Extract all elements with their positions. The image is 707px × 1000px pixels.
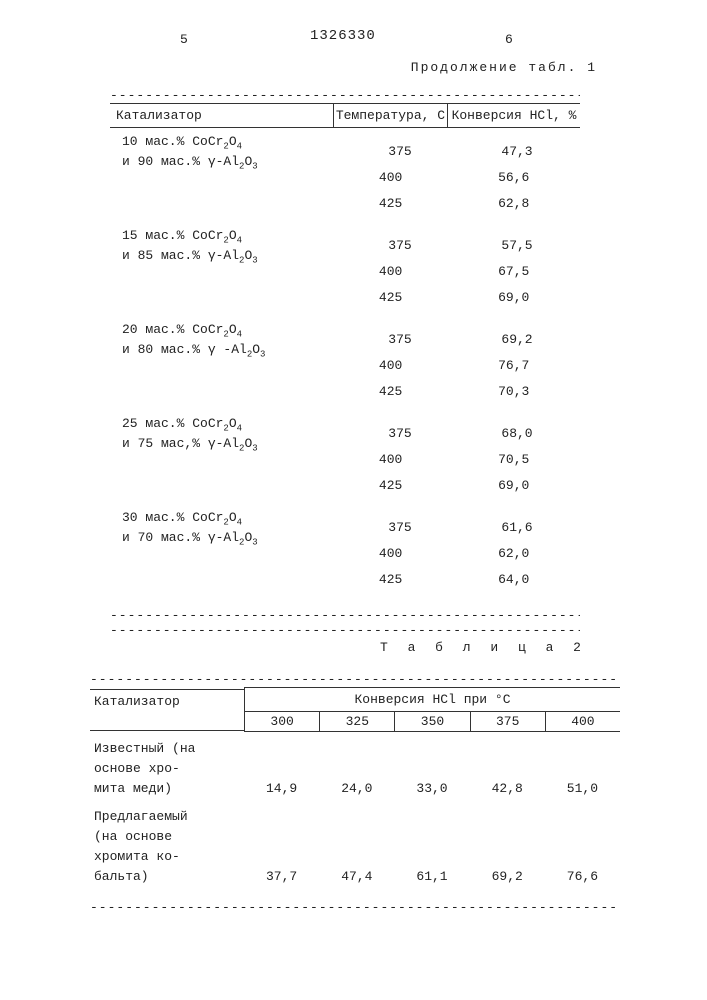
table2-temp-header: 300: [244, 711, 319, 732]
conversion-cell: 64,0: [447, 572, 580, 587]
catalyst-label: мита меди): [90, 781, 244, 796]
catalyst-label: (на основе: [90, 829, 244, 844]
table1-header-row: Катализатор Температура, С Конверсия HCl…: [110, 103, 580, 128]
conversion-cell: 76,7: [447, 358, 580, 373]
conversion-cell: 70,5: [447, 452, 580, 467]
table1-group: 20 мас.% CoCr2O4и 80 мас.% γ -Al2O337569…: [110, 326, 580, 404]
temperature-cell: 425: [334, 384, 448, 399]
temperature-cell: 400: [334, 452, 448, 467]
conversion-cell: 61,1: [394, 869, 469, 884]
temperature-cell: 375: [346, 238, 454, 253]
table-row: Предлагаемый: [90, 806, 620, 826]
catalyst-label: 15 мас.% CoCr2O4и 85 мас.% γ-Al2O3: [116, 228, 352, 265]
table1-header-temperature: Температура, С: [333, 103, 447, 128]
table2-header-catalyst: Катализатор: [90, 689, 244, 709]
conversion-cell: 69,0: [447, 290, 580, 305]
catalyst-label: Предлагаемый: [90, 809, 244, 824]
conversion-cell: 42,8: [470, 781, 545, 796]
conversion-cell: 69,2: [470, 869, 545, 884]
table2-header-row-2: 300325350375400: [90, 711, 620, 732]
conversion-cell: 37,7: [244, 869, 319, 884]
table-row: 25 мас.% CoCr2O4и 75 мас,% γ-Al2O337568,…: [110, 420, 580, 446]
conversion-cell: 70,3: [447, 384, 580, 399]
conversion-cell: 67,5: [447, 264, 580, 279]
conversion-cell: 56,6: [447, 170, 580, 185]
table2-caption: Т а б л и ц а 2: [380, 640, 587, 655]
table-row: 42569,0: [110, 472, 580, 498]
temperature-cell: 425: [334, 478, 448, 493]
temperature-cell: 375: [346, 426, 454, 441]
catalyst-label: 25 мас.% CoCr2O4и 75 мас,% γ-Al2O3: [116, 416, 352, 453]
catalyst-label: хромита ко-: [90, 849, 244, 864]
temperature-cell: 425: [334, 572, 448, 587]
table-row: 15 мас.% CoCr2O4и 85 мас.% γ-Al2O337557,…: [110, 232, 580, 258]
table2-header-row-1: Катализатор Конверсия HCl при °С: [90, 687, 620, 711]
table1-top-dash: ----------------------------------------…: [110, 88, 580, 103]
table-row: 42562,8: [110, 190, 580, 216]
temperature-cell: 400: [334, 264, 448, 279]
table-row: 42569,0: [110, 284, 580, 310]
table-1: ----------------------------------------…: [110, 88, 580, 638]
conversion-cell: 57,5: [454, 238, 580, 253]
catalyst-label: 30 мас.% CoCr2O4и 70 мас.% γ-Al2O3: [116, 510, 352, 547]
temperature-cell: 375: [346, 332, 454, 347]
page-number-left: 5: [180, 32, 188, 47]
conversion-cell: 68,0: [454, 426, 580, 441]
table-row: 42570,3: [110, 378, 580, 404]
table2-temp-header: 375: [470, 711, 545, 732]
conversion-cell: 33,0: [394, 781, 469, 796]
conversion-cell: 47,4: [319, 869, 394, 884]
temperature-cell: 375: [346, 144, 454, 159]
catalyst-label: Известный (на: [90, 741, 244, 756]
catalyst-label: 20 мас.% CoCr2O4и 80 мас.% γ -Al2O3: [116, 322, 352, 359]
catalyst-label: бальта): [90, 869, 244, 884]
table-row: основе хро-: [90, 758, 620, 778]
document-number: 1326330: [310, 28, 376, 44]
conversion-cell: 47,3: [454, 144, 580, 159]
table1-group: 10 мас.% CoCr2O4и 90 мас.% γ-Al2O337547,…: [110, 138, 580, 216]
table1-header-conversion: Конверсия HCl, %: [447, 103, 580, 128]
temperature-cell: 375: [346, 520, 454, 535]
conversion-cell: 14,9: [244, 781, 319, 796]
table-2: ----------------------------------------…: [90, 672, 620, 915]
table2-temp-header: 350: [394, 711, 469, 732]
conversion-cell: 24,0: [319, 781, 394, 796]
temperature-cell: 400: [334, 546, 448, 561]
temperature-cell: 400: [334, 170, 448, 185]
conversion-cell: 51,0: [545, 781, 620, 796]
table-row: мита меди)14,924,033,042,851,0: [90, 778, 620, 798]
table-row: 10 мас.% CoCr2O4и 90 мас.% γ-Al2O337547,…: [110, 138, 580, 164]
table2-top-dash: ----------------------------------------…: [90, 672, 620, 687]
temperature-cell: 400: [334, 358, 448, 373]
table1-continuation: Продолжение табл. 1: [411, 60, 597, 75]
conversion-cell: 69,0: [447, 478, 580, 493]
table-row: 20 мас.% CoCr2O4и 80 мас.% γ -Al2O337569…: [110, 326, 580, 352]
table1-group: 30 мас.% CoCr2O4и 70 мас.% γ-Al2O337561,…: [110, 514, 580, 592]
temperature-cell: 425: [334, 290, 448, 305]
table2-bottom-dash: ----------------------------------------…: [90, 900, 620, 915]
conversion-cell: 69,2: [454, 332, 580, 347]
table1-header-catalyst: Катализатор: [110, 103, 333, 128]
temperature-cell: 425: [334, 196, 448, 211]
table1-group: 15 мас.% CoCr2O4и 85 мас.% γ-Al2O337557,…: [110, 232, 580, 310]
catalyst-label: основе хро-: [90, 761, 244, 776]
table1-group: 25 мас.% CoCr2O4и 75 мас,% γ-Al2O337568,…: [110, 420, 580, 498]
conversion-cell: 61,6: [454, 520, 580, 535]
conversion-cell: 76,6: [545, 869, 620, 884]
table1-bottom-dash-1: ----------------------------------------…: [110, 608, 580, 623]
table1-bottom-dash-2: ----------------------------------------…: [110, 623, 580, 638]
table-row: бальта)37,747,461,169,276,6: [90, 866, 620, 886]
table-row: 42564,0: [110, 566, 580, 592]
table-row: Известный (на: [90, 738, 620, 758]
conversion-cell: 62,8: [447, 196, 580, 211]
table2-temp-header: 325: [319, 711, 394, 732]
page-number-right: 6: [505, 32, 513, 47]
table-row: 30 мас.% CoCr2O4и 70 мас.% γ-Al2O337561,…: [110, 514, 580, 540]
table2-header-conversion: Конверсия HCl при °С: [244, 687, 620, 711]
conversion-cell: 62,0: [447, 546, 580, 561]
table-row: (на основе: [90, 826, 620, 846]
table-row: хромита ко-: [90, 846, 620, 866]
table2-temp-header: 400: [545, 711, 620, 732]
catalyst-label: 10 мас.% CoCr2O4и 90 мас.% γ-Al2O3: [116, 134, 352, 171]
